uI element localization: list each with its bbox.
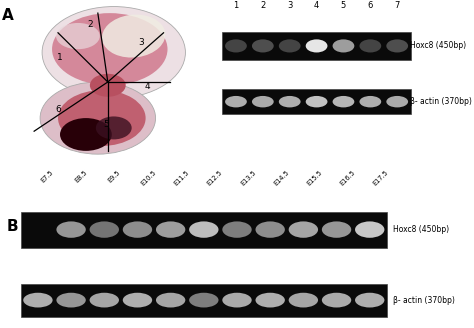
- Ellipse shape: [225, 96, 247, 108]
- Text: E10.5: E10.5: [140, 169, 157, 187]
- Ellipse shape: [333, 39, 355, 52]
- Ellipse shape: [386, 39, 408, 52]
- Ellipse shape: [333, 96, 355, 108]
- FancyBboxPatch shape: [21, 212, 387, 248]
- Text: E11.5: E11.5: [173, 169, 191, 186]
- Ellipse shape: [252, 39, 273, 52]
- Ellipse shape: [386, 96, 408, 108]
- Text: E7.5: E7.5: [40, 169, 55, 184]
- Ellipse shape: [40, 82, 155, 154]
- Text: B: B: [7, 219, 19, 234]
- Text: 4: 4: [145, 82, 150, 92]
- Ellipse shape: [56, 293, 86, 308]
- Text: 5: 5: [103, 120, 109, 129]
- Text: A: A: [2, 8, 14, 23]
- Ellipse shape: [156, 221, 185, 238]
- Text: β- actin (370bp): β- actin (370bp): [410, 97, 472, 106]
- Text: 6: 6: [368, 1, 373, 10]
- Text: 5: 5: [341, 1, 346, 10]
- Text: E13.5: E13.5: [239, 169, 257, 186]
- Text: 1: 1: [57, 53, 63, 62]
- Ellipse shape: [222, 221, 252, 238]
- Text: 7: 7: [394, 1, 400, 10]
- Ellipse shape: [156, 293, 185, 308]
- Ellipse shape: [56, 221, 86, 238]
- Text: 2: 2: [87, 20, 93, 29]
- Ellipse shape: [123, 293, 152, 308]
- Ellipse shape: [56, 23, 100, 49]
- Ellipse shape: [42, 7, 185, 98]
- Ellipse shape: [52, 13, 167, 85]
- Ellipse shape: [222, 293, 252, 308]
- Ellipse shape: [189, 221, 219, 238]
- Text: E8.5: E8.5: [73, 169, 88, 184]
- Text: 3: 3: [287, 1, 292, 10]
- Ellipse shape: [279, 39, 301, 52]
- Ellipse shape: [90, 74, 126, 97]
- Ellipse shape: [90, 221, 119, 238]
- Ellipse shape: [123, 221, 152, 238]
- Text: 2: 2: [260, 1, 265, 10]
- Text: E16.5: E16.5: [339, 169, 356, 187]
- Ellipse shape: [355, 221, 384, 238]
- Ellipse shape: [359, 39, 381, 52]
- Ellipse shape: [289, 293, 318, 308]
- Ellipse shape: [23, 293, 53, 308]
- Ellipse shape: [96, 116, 132, 139]
- Text: 4: 4: [314, 1, 319, 10]
- Ellipse shape: [355, 293, 384, 308]
- Ellipse shape: [322, 221, 351, 238]
- Text: E14.5: E14.5: [273, 169, 290, 187]
- Ellipse shape: [60, 118, 112, 151]
- Text: 3: 3: [139, 38, 145, 47]
- Ellipse shape: [252, 96, 273, 108]
- Ellipse shape: [306, 96, 328, 108]
- Text: E15.5: E15.5: [306, 169, 323, 187]
- Text: 1: 1: [233, 1, 238, 10]
- Ellipse shape: [255, 221, 285, 238]
- Text: Hoxc8 (450bp): Hoxc8 (450bp): [410, 41, 466, 51]
- FancyBboxPatch shape: [21, 284, 387, 317]
- Ellipse shape: [189, 293, 219, 308]
- FancyBboxPatch shape: [222, 32, 411, 60]
- Ellipse shape: [90, 293, 119, 308]
- Text: β- actin (370bp): β- actin (370bp): [393, 296, 456, 305]
- Text: Hoxc8 (450bp): Hoxc8 (450bp): [393, 225, 449, 234]
- Text: 6: 6: [55, 105, 61, 114]
- Ellipse shape: [289, 221, 318, 238]
- Ellipse shape: [306, 39, 328, 52]
- FancyBboxPatch shape: [222, 89, 411, 114]
- Text: E17.5: E17.5: [372, 169, 390, 187]
- Ellipse shape: [255, 293, 285, 308]
- Text: E9.5: E9.5: [107, 169, 121, 183]
- Ellipse shape: [322, 293, 351, 308]
- Ellipse shape: [102, 14, 165, 58]
- Text: E12.5: E12.5: [206, 169, 224, 187]
- Ellipse shape: [359, 96, 381, 108]
- Ellipse shape: [279, 96, 301, 108]
- Ellipse shape: [58, 90, 146, 146]
- Ellipse shape: [225, 39, 247, 52]
